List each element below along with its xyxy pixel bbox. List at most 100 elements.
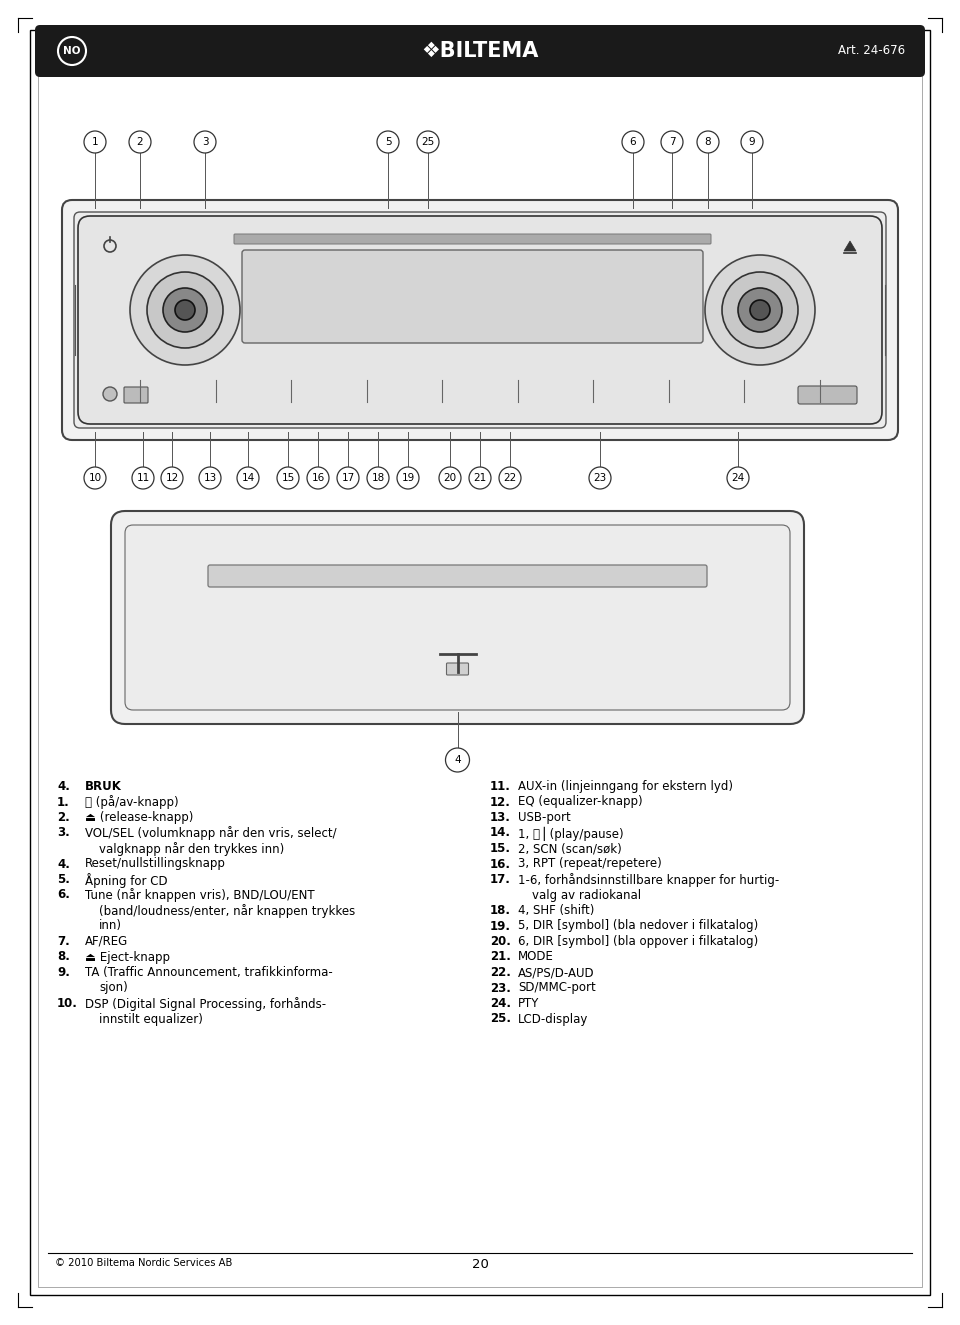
Text: inn): inn) xyxy=(99,920,122,933)
Text: 14: 14 xyxy=(241,473,254,484)
Circle shape xyxy=(622,131,644,152)
Text: 2.: 2. xyxy=(57,811,70,824)
Text: 4.: 4. xyxy=(57,857,70,871)
Text: 9.: 9. xyxy=(57,966,70,979)
Circle shape xyxy=(147,272,223,348)
Text: 4, SHF (shift): 4, SHF (shift) xyxy=(518,904,594,917)
Text: 8: 8 xyxy=(705,136,711,147)
Circle shape xyxy=(377,131,399,152)
Circle shape xyxy=(367,466,389,489)
Circle shape xyxy=(84,466,106,489)
Text: EQ (equalizer-knapp): EQ (equalizer-knapp) xyxy=(518,795,642,808)
Circle shape xyxy=(738,288,782,333)
Text: 20.: 20. xyxy=(490,935,511,947)
FancyBboxPatch shape xyxy=(74,212,886,428)
Text: ⏏ (release-knapp): ⏏ (release-knapp) xyxy=(85,811,193,824)
Text: 13.: 13. xyxy=(490,811,511,824)
Circle shape xyxy=(337,466,359,489)
Text: ⏏ Eject-knapp: ⏏ Eject-knapp xyxy=(85,950,170,963)
Circle shape xyxy=(469,466,491,489)
Text: 22: 22 xyxy=(503,473,516,484)
Text: 24: 24 xyxy=(732,473,745,484)
Circle shape xyxy=(130,254,240,364)
Text: 8.: 8. xyxy=(57,950,70,963)
Text: AUX-in (linjeinngang for ekstern lyd): AUX-in (linjeinngang for ekstern lyd) xyxy=(518,780,733,792)
Text: 4.: 4. xyxy=(57,780,70,792)
Text: 14.: 14. xyxy=(490,827,511,840)
Circle shape xyxy=(439,466,461,489)
Text: 15.: 15. xyxy=(490,841,511,855)
Circle shape xyxy=(661,131,683,152)
Text: 12.: 12. xyxy=(490,795,511,808)
Circle shape xyxy=(750,299,770,321)
Text: 4: 4 xyxy=(454,755,461,765)
FancyBboxPatch shape xyxy=(35,25,925,77)
Text: 5: 5 xyxy=(385,136,392,147)
FancyBboxPatch shape xyxy=(208,564,707,587)
Text: ⏻ (på/av-knapp): ⏻ (på/av-knapp) xyxy=(85,795,179,810)
Circle shape xyxy=(589,466,611,489)
Text: 16.: 16. xyxy=(490,857,511,871)
Text: 6: 6 xyxy=(630,136,636,147)
Text: (band/loudness/enter, når knappen trykkes: (band/loudness/enter, når knappen trykke… xyxy=(99,904,355,918)
Text: TA (Traffic Announcement, trafikkinforma-: TA (Traffic Announcement, trafikkinforma… xyxy=(85,966,333,979)
Text: 25: 25 xyxy=(421,136,435,147)
Circle shape xyxy=(199,466,221,489)
Text: 19: 19 xyxy=(401,473,415,484)
FancyBboxPatch shape xyxy=(78,216,882,424)
Text: 3: 3 xyxy=(202,136,208,147)
Circle shape xyxy=(163,288,207,333)
Text: MODE: MODE xyxy=(518,950,554,963)
Text: 11: 11 xyxy=(136,473,150,484)
Text: 10.: 10. xyxy=(57,996,78,1010)
Circle shape xyxy=(161,466,183,489)
Text: 20: 20 xyxy=(444,473,457,484)
Text: PTY: PTY xyxy=(518,996,540,1010)
Text: Reset/nullstillingsknapp: Reset/nullstillingsknapp xyxy=(85,857,226,871)
Text: AF/REG: AF/REG xyxy=(85,935,129,947)
Circle shape xyxy=(103,387,117,401)
Circle shape xyxy=(277,466,299,489)
Text: innstilt equalizer): innstilt equalizer) xyxy=(99,1012,203,1026)
Text: 17.: 17. xyxy=(490,873,511,886)
Circle shape xyxy=(417,131,439,152)
FancyBboxPatch shape xyxy=(38,38,922,1287)
Polygon shape xyxy=(844,241,856,250)
Circle shape xyxy=(129,131,151,152)
Text: 13: 13 xyxy=(204,473,217,484)
Text: DSP (Digital Signal Processing, forhånds-: DSP (Digital Signal Processing, forhånds… xyxy=(85,996,326,1011)
Text: © 2010 Biltema Nordic Services AB: © 2010 Biltema Nordic Services AB xyxy=(55,1257,232,1268)
Text: BRUK: BRUK xyxy=(85,780,122,792)
Text: 22.: 22. xyxy=(490,966,511,979)
Text: 18.: 18. xyxy=(490,904,511,917)
FancyBboxPatch shape xyxy=(111,511,804,723)
Text: USB-port: USB-port xyxy=(518,811,571,824)
FancyBboxPatch shape xyxy=(446,662,468,674)
Text: 5, DIR [symbol] (bla nedover i filkatalog): 5, DIR [symbol] (bla nedover i filkatalo… xyxy=(518,920,758,933)
Text: 3, RPT (repeat/repetere): 3, RPT (repeat/repetere) xyxy=(518,857,661,871)
Text: 23: 23 xyxy=(593,473,607,484)
FancyBboxPatch shape xyxy=(125,525,790,710)
Text: NO: NO xyxy=(63,46,81,56)
Text: 16: 16 xyxy=(311,473,324,484)
Circle shape xyxy=(697,131,719,152)
Text: 11.: 11. xyxy=(490,780,511,792)
Circle shape xyxy=(445,749,469,772)
Text: 7: 7 xyxy=(669,136,675,147)
Text: Åpning for CD: Åpning for CD xyxy=(85,873,168,888)
FancyBboxPatch shape xyxy=(242,250,703,343)
Text: 10: 10 xyxy=(88,473,102,484)
Circle shape xyxy=(175,299,195,321)
Text: 5.: 5. xyxy=(57,873,70,886)
Circle shape xyxy=(397,466,419,489)
Text: 20: 20 xyxy=(471,1257,489,1271)
Circle shape xyxy=(84,131,106,152)
Circle shape xyxy=(237,466,259,489)
Text: 6, DIR [symbol] (bla oppover i filkatalog): 6, DIR [symbol] (bla oppover i filkatalo… xyxy=(518,935,758,947)
Text: 21.: 21. xyxy=(490,950,511,963)
Text: 24.: 24. xyxy=(490,996,511,1010)
Text: 18: 18 xyxy=(372,473,385,484)
Text: 1: 1 xyxy=(92,136,98,147)
Text: LCD-display: LCD-display xyxy=(518,1012,588,1026)
Text: valg av radiokanal: valg av radiokanal xyxy=(532,889,641,901)
